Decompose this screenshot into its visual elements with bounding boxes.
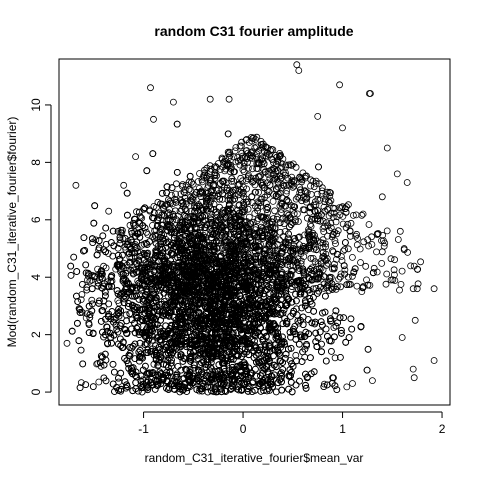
scatter-point	[127, 368, 135, 376]
scatter-point	[207, 387, 215, 395]
scatter-point	[109, 252, 117, 260]
scatter-point	[76, 384, 84, 392]
scatter-point	[278, 369, 285, 377]
scatter-point	[287, 344, 295, 352]
scatter-point	[292, 351, 300, 359]
data-points	[63, 61, 438, 396]
scatter-point	[331, 354, 339, 362]
scatter-point	[99, 232, 107, 240]
scatter-point	[81, 246, 89, 254]
scatter-point	[155, 343, 163, 351]
scatter-point	[138, 354, 145, 361]
scatter-point	[330, 324, 338, 332]
scatter-point	[307, 254, 315, 262]
scatter-point	[327, 315, 334, 323]
scatter-point	[293, 311, 301, 319]
scatter-point	[148, 294, 156, 302]
scatter-point	[70, 253, 78, 261]
scatter-point	[347, 315, 355, 323]
scatter-point	[340, 314, 348, 322]
scatter-point	[111, 388, 118, 395]
scatter-point	[343, 383, 351, 391]
scatter-point	[336, 353, 344, 361]
chart-title: random C31 fourier amplitude	[154, 23, 353, 39]
scatter-point	[309, 293, 317, 301]
scatter-point	[122, 384, 130, 392]
scatter-point	[82, 381, 90, 389]
scatter-point	[269, 310, 277, 318]
scatter-point	[79, 280, 86, 288]
scatter-point	[333, 386, 341, 394]
scatter-point	[174, 362, 182, 370]
scatter-point	[221, 246, 229, 254]
scatter-point	[320, 380, 328, 388]
scatter-point	[105, 300, 113, 308]
scatter-point	[93, 360, 101, 368]
scatter-point	[128, 316, 136, 324]
scatter-point	[133, 208, 140, 216]
scatter-point	[136, 339, 144, 347]
scatter-point	[332, 322, 340, 330]
scatter-point	[100, 333, 107, 341]
scatter-point	[167, 321, 175, 329]
scatter-point	[77, 296, 85, 304]
scatter-point	[296, 377, 303, 385]
scatter-point	[138, 388, 146, 396]
scatter-point	[286, 357, 294, 364]
scatter-point	[89, 383, 97, 391]
scatter-point	[135, 348, 143, 356]
scatter-point	[77, 379, 85, 387]
